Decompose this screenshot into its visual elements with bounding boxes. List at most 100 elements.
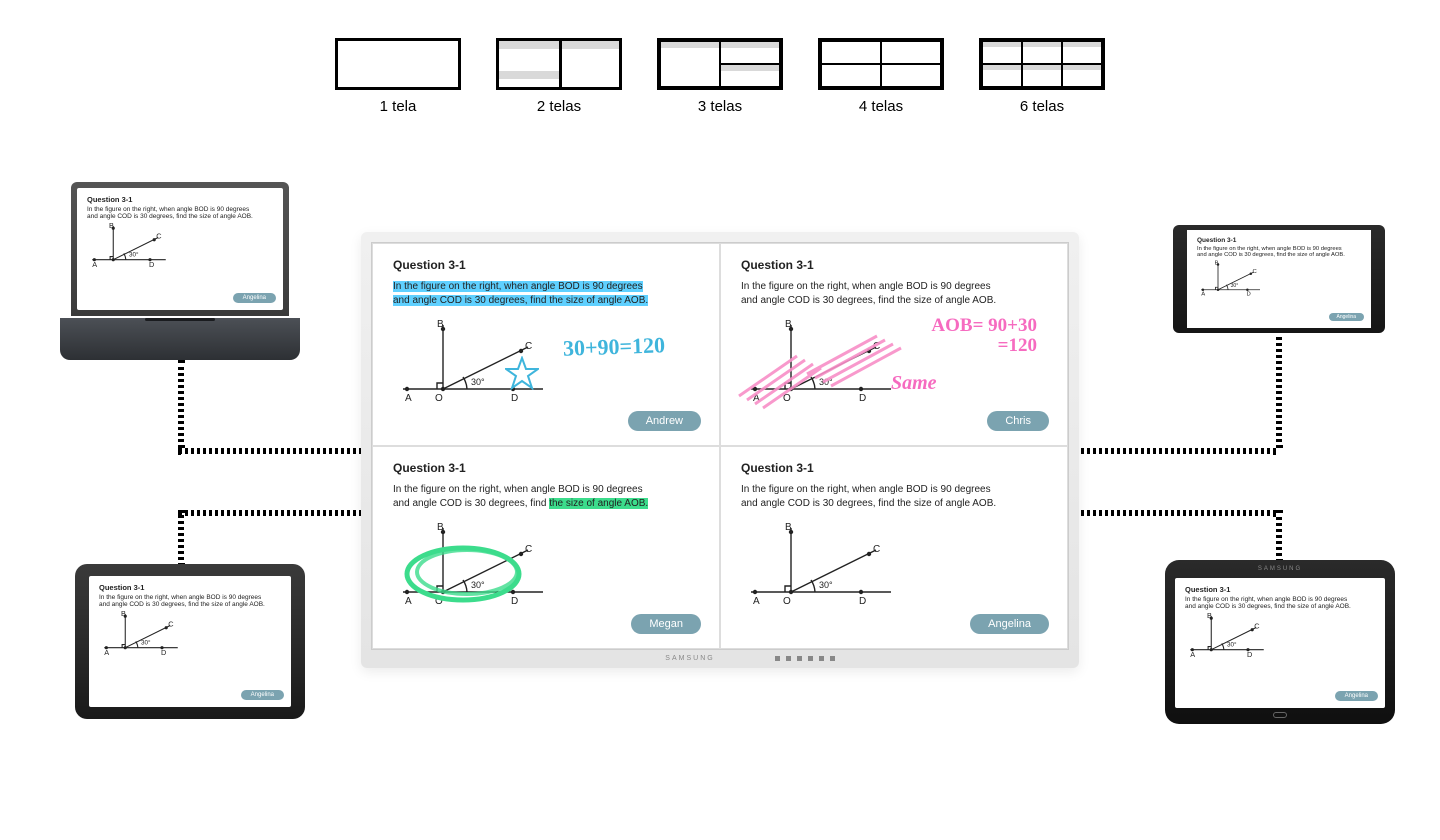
mini-question-line2: and angle COD is 30 degrees, find the si… xyxy=(1185,603,1375,610)
question-title: Question 3-1 xyxy=(741,258,1047,272)
layout-option-1[interactable]: 1 tela xyxy=(335,38,461,115)
display-control-buttons-icon xyxy=(775,656,835,661)
svg-text:30°: 30° xyxy=(129,251,139,259)
name-pill-chris: Chris xyxy=(987,411,1049,431)
svg-text:D: D xyxy=(149,260,154,269)
question-text: In the figure on the right, when angle B… xyxy=(393,280,653,307)
svg-text:A: A xyxy=(104,648,109,657)
question-line2: and angle COD is 30 degrees, find the si… xyxy=(741,498,996,509)
mini-diagram: A B C D 30° xyxy=(99,608,281,660)
svg-text:B: B xyxy=(1207,611,1212,620)
mini-question-line2: and angle COD is 30 degrees, find the si… xyxy=(99,601,281,608)
pt-D: D xyxy=(511,393,518,404)
svg-text:A: A xyxy=(1190,650,1195,659)
layout-icon-1 xyxy=(335,38,461,90)
connector-dots xyxy=(1276,330,1282,448)
mini-question-title: Question 3-1 xyxy=(99,583,281,592)
mini-name-pill: Angelina xyxy=(1335,691,1378,701)
pt-O: O xyxy=(783,596,791,607)
tablet-bl-content: Question 3-1 In the figure on the right,… xyxy=(89,576,291,707)
svg-text:D: D xyxy=(1247,650,1252,659)
svg-text:C: C xyxy=(168,620,174,629)
layout-icon-2 xyxy=(496,38,622,90)
angle-label: 30° xyxy=(819,580,833,590)
question-title: Question 3-1 xyxy=(741,461,1047,475)
pt-D: D xyxy=(859,596,866,607)
connector-dots xyxy=(178,510,184,566)
home-button-icon xyxy=(1273,712,1287,718)
svg-text:C: C xyxy=(1254,622,1260,631)
connector-dots xyxy=(178,360,184,448)
mini-question-line1: In the figure on the right, when angle B… xyxy=(1185,596,1375,603)
central-display: Question 3-1 In the figure on the right,… xyxy=(361,232,1079,668)
question-line2-highlighted: and angle COD is 30 degrees, find the si… xyxy=(393,295,648,306)
layout-label-3: 3 telas xyxy=(698,98,742,115)
layout-label-4: 4 telas xyxy=(859,98,903,115)
question-line1-highlighted: In the figure on the right, when angle B… xyxy=(393,281,643,292)
svg-text:B: B xyxy=(109,221,114,230)
layout-icon-6 xyxy=(979,38,1105,90)
mini-question-line1: In the figure on the right, when angle B… xyxy=(99,594,281,601)
central-display-screen: Question 3-1 In the figure on the right,… xyxy=(371,242,1069,650)
svg-text:30°: 30° xyxy=(141,639,151,647)
name-pill-andrew: Andrew xyxy=(628,411,701,431)
layout-option-6[interactable]: 6 telas xyxy=(979,38,1105,115)
display-bottom-bar: SAMSUNG xyxy=(361,652,1079,664)
panel-megan: Question 3-1 In the figure on the right,… xyxy=(372,446,720,649)
layout-option-2[interactable]: 2 telas xyxy=(496,38,622,115)
laptop-screen-content: Question 3-1 In the figure on the right,… xyxy=(77,188,283,310)
question-text: In the figure on the right, when angle B… xyxy=(741,280,1001,307)
svg-text:A: A xyxy=(92,260,97,269)
connector-dots xyxy=(1276,510,1282,562)
laptop-device: Question 3-1 In the figure on the right,… xyxy=(60,182,300,360)
mini-diagram: A B C D 30° xyxy=(1197,258,1328,300)
mini-name-pill: Angelina xyxy=(233,293,276,303)
question-line2-highlighted: the size of angle AOB. xyxy=(549,498,648,509)
layout-option-4[interactable]: 4 telas xyxy=(818,38,944,115)
panel-chris: Question 3-1 In the figure on the right,… xyxy=(720,243,1068,446)
hw-chris-1: AOB= 90+30 xyxy=(931,315,1037,336)
layout-option-3[interactable]: 3 telas xyxy=(657,38,783,115)
tablet-bottom-right: SAMSUNG Question 3-1 In the figure on th… xyxy=(1165,560,1395,724)
question-text: In the figure on the right, when angle B… xyxy=(393,483,653,510)
tablet-top-right: Question 3-1 In the figure on the right,… xyxy=(1173,225,1385,333)
question-title: Question 3-1 xyxy=(393,461,699,475)
svg-text:30°: 30° xyxy=(1227,641,1237,649)
layout-label-6: 6 telas xyxy=(1020,98,1064,115)
svg-text:A: A xyxy=(1201,292,1205,298)
pt-B: B xyxy=(437,522,444,533)
question-line1: In the figure on the right, when angle B… xyxy=(741,281,991,292)
pt-B: B xyxy=(437,319,444,330)
handwriting-andrew: 30+90=120 xyxy=(563,332,666,362)
question-line2: and angle COD is 30 degrees, find the si… xyxy=(741,295,996,306)
svg-text:D: D xyxy=(161,648,166,657)
pt-O: O xyxy=(435,393,443,404)
svg-text:C: C xyxy=(1252,269,1257,275)
layout-icon-3 xyxy=(657,38,783,90)
mini-diagram: A B C D 30° xyxy=(87,220,273,272)
hw-chris-2: =120 xyxy=(998,335,1037,356)
device-brand-label: SAMSUNG xyxy=(1258,566,1302,572)
layout-label-1: 1 tela xyxy=(380,98,417,115)
mini-name-pill: Angelina xyxy=(241,690,284,700)
tablet-tr-content: Question 3-1 In the figure on the right,… xyxy=(1187,230,1371,328)
question-line2-pre: and angle COD is 30 degrees, find xyxy=(393,498,549,509)
svg-text:B: B xyxy=(1215,261,1219,267)
handwriting-chris-same: Same xyxy=(891,372,937,395)
svg-text:B: B xyxy=(121,609,126,618)
green-circle-doodle-icon xyxy=(403,538,533,608)
panel-diagram: A O B C D 30° xyxy=(741,510,1047,611)
tablet-br-content: Question 3-1 In the figure on the right,… xyxy=(1175,578,1385,708)
layout-icon-4 xyxy=(818,38,944,90)
tablet-bottom-left: Question 3-1 In the figure on the right,… xyxy=(75,564,305,719)
mini-question-title: Question 3-1 xyxy=(1197,237,1361,244)
question-text: In the figure on the right, when angle B… xyxy=(741,483,1001,510)
svg-text:D: D xyxy=(1247,292,1251,298)
question-line1: In the figure on the right, when angle B… xyxy=(393,484,643,495)
panel-diagram-wrap: A O B C D 30° xyxy=(393,510,699,611)
name-pill-megan: Megan xyxy=(631,614,701,634)
handwriting-chris: AOB= 90+30 =120 xyxy=(931,316,1037,356)
pt-B: B xyxy=(785,522,792,533)
mini-question-line1: In the figure on the right, when angle B… xyxy=(87,206,273,213)
svg-text:30°: 30° xyxy=(1231,283,1239,289)
